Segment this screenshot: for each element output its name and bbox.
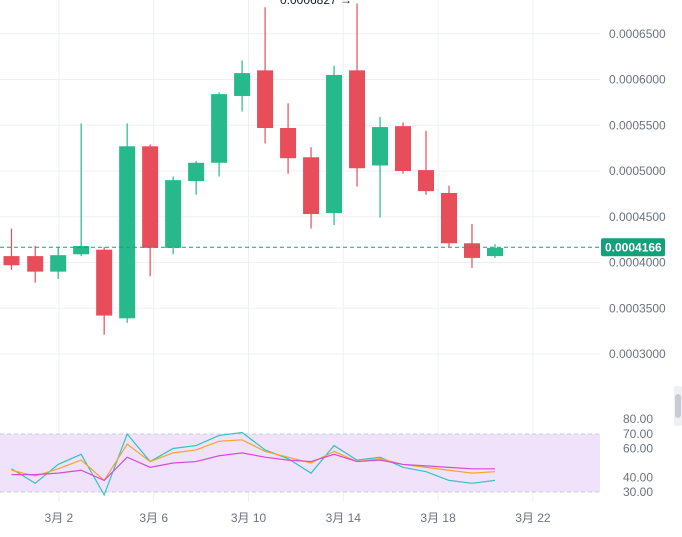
candle-body-down[interactable]	[463, 243, 480, 258]
current-price-label: 0.0004166	[605, 240, 662, 254]
candle-body-up[interactable]	[119, 146, 136, 319]
oscillator-series-line	[11, 452, 495, 482]
candle-body-down[interactable]	[395, 126, 412, 171]
candle-body-up[interactable]	[73, 246, 90, 255]
price-axis-tick-label: 0.0003000	[609, 347, 666, 361]
candle-body-down[interactable]	[142, 146, 159, 248]
oscillator-series-line	[11, 439, 496, 482]
candle-body-up[interactable]	[372, 127, 389, 166]
candle-body-down[interactable]	[3, 256, 20, 266]
price-axis-tick-label: 0.0006000	[609, 73, 666, 87]
candle-body-down[interactable]	[303, 157, 320, 215]
price-axis-tick-label: 0.0005000	[609, 164, 666, 178]
candle-body-up[interactable]	[211, 94, 228, 163]
oscillator-axis-tick-label: 80.00	[623, 412, 653, 426]
candle-body-up[interactable]	[486, 247, 503, 257]
candle-body-down[interactable]	[418, 170, 435, 192]
time-axis-tick-label: 3月 2	[45, 511, 74, 525]
candle-body-down[interactable]	[280, 127, 297, 159]
candle-body-down[interactable]	[96, 249, 113, 316]
time-axis-tick-label: 3月 14	[326, 511, 362, 525]
candle-body-down[interactable]	[27, 256, 44, 272]
price-axis-tick-label: 0.0006500	[609, 27, 666, 41]
time-axis-tick-label: 3月 22	[515, 511, 551, 525]
oscillator-band	[0, 434, 600, 492]
price-axis-tick-label: 0.0005500	[609, 118, 666, 132]
current-price-badge	[601, 238, 665, 257]
time-axis-tick-label: 3月 10	[231, 511, 267, 525]
scrollbar[interactable]	[674, 386, 682, 426]
oscillator-axis-tick-label: 30.00	[623, 485, 653, 499]
oscillator-axis-tick-label: 70.00	[623, 427, 653, 441]
time-axis-tick-label: 3月 6	[139, 511, 168, 525]
oscillator-axis-tick-label: 60.00	[623, 442, 653, 456]
oscillator-series-line	[11, 431, 496, 497]
price-axis-tick-label: 0.0003500	[609, 301, 666, 315]
price-axis-tick-label: 0.0004500	[609, 210, 666, 224]
high-price-annotation: 0.0006827 →	[280, 0, 352, 7]
time-axis-tick-label: 3月 18	[420, 511, 456, 525]
candle-body-up[interactable]	[326, 74, 343, 214]
candle-body-up[interactable]	[234, 73, 251, 96]
price-axis-tick-label: 0.0004000	[609, 256, 666, 270]
candle-body-down[interactable]	[257, 70, 274, 128]
candle-body-up[interactable]	[165, 180, 182, 248]
candle-body-down[interactable]	[349, 70, 366, 169]
oscillator-axis-tick-label: 40.00	[623, 471, 653, 485]
scrollbar-thumb[interactable]	[675, 394, 681, 418]
candle-body-up[interactable]	[50, 255, 67, 272]
candle-body-up[interactable]	[188, 162, 205, 182]
candle-body-down[interactable]	[441, 192, 458, 244]
